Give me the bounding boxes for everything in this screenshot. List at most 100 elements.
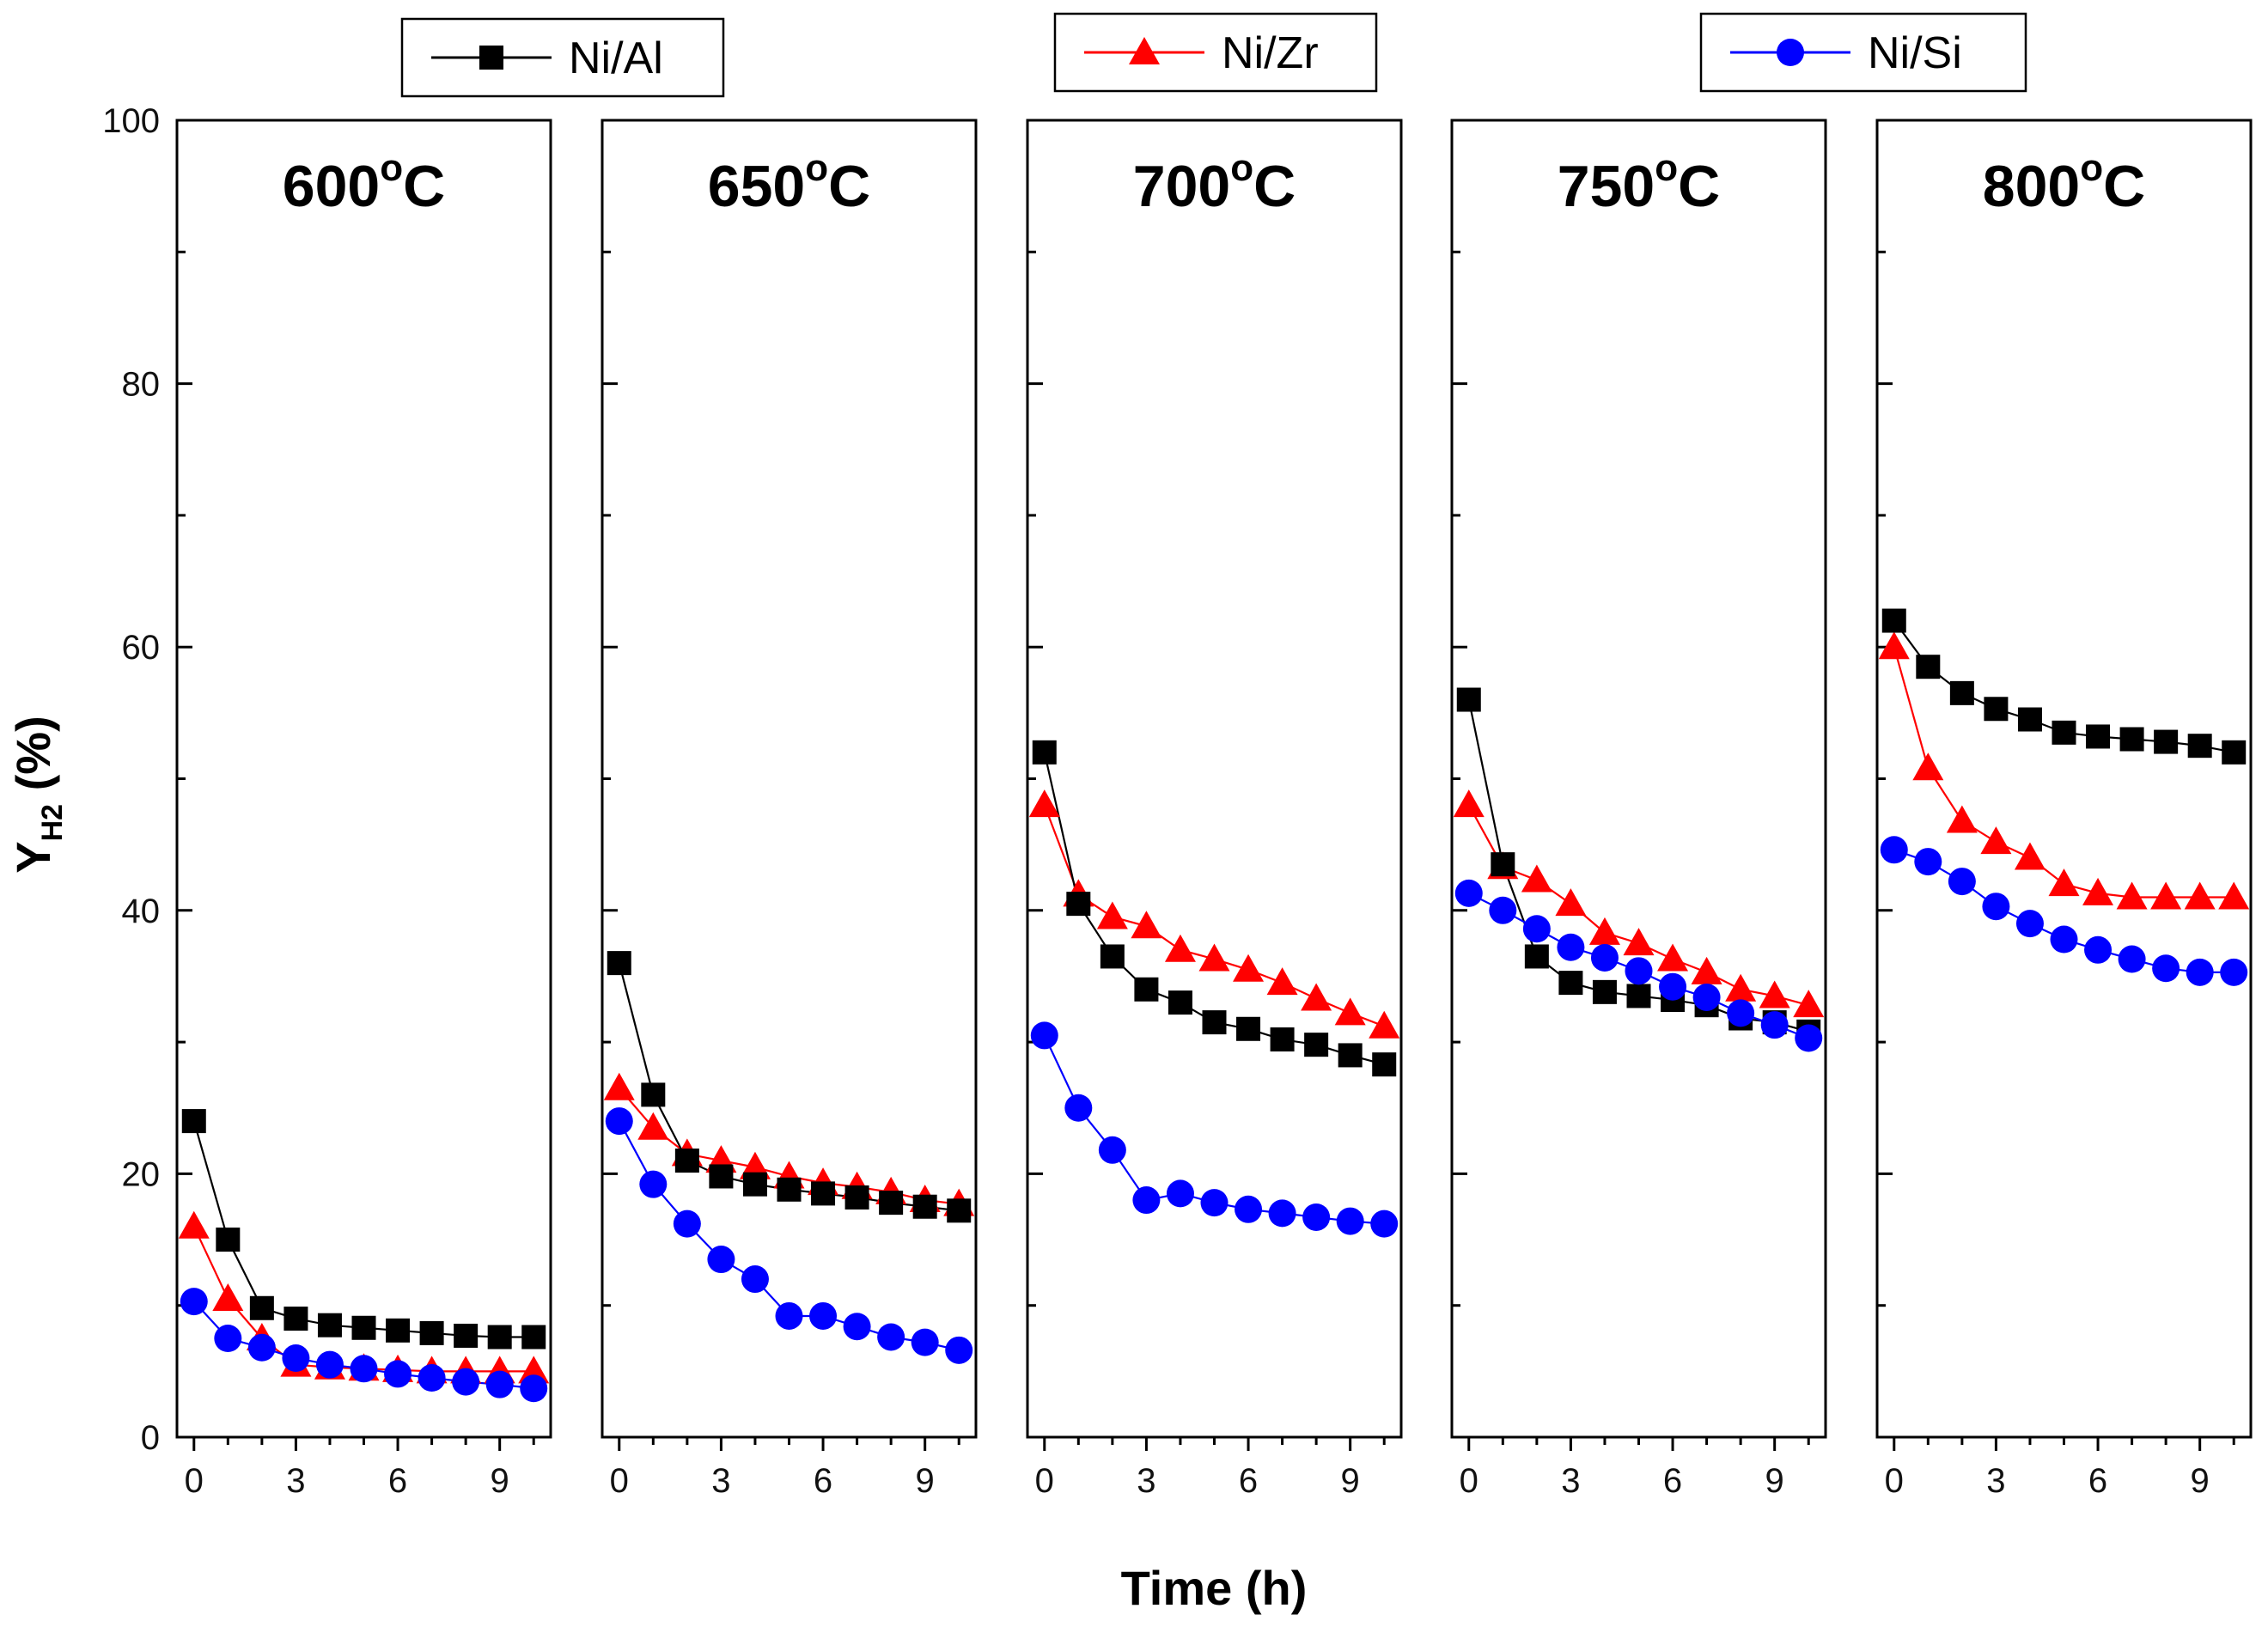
data-point-ni_al (1100, 944, 1125, 969)
panel-title-temp: 800 (1983, 154, 2080, 219)
data-point-ni_al (2052, 720, 2076, 745)
data-point-ni_zr (1878, 631, 1910, 660)
data-point-ni_zr (603, 1072, 635, 1100)
data-point-ni_si (1590, 943, 1619, 972)
data-point-ni_si (1268, 1199, 1296, 1228)
data-point-ni_si (1098, 1136, 1126, 1164)
data-point-ni_zr (1369, 1010, 1400, 1039)
data-point-ni_si (1166, 1179, 1194, 1208)
x-tick-label: 0 (1460, 1462, 1478, 1500)
data-point-ni_al (607, 951, 631, 976)
data-point-ni_al (1881, 608, 1906, 633)
data-point-ni_si (1659, 972, 1687, 1001)
data-point-ni_zr (2082, 877, 2114, 905)
data-point-ni_zr (2150, 881, 2182, 910)
data-point-ni_al (2154, 729, 2179, 754)
data-point-ni_si (452, 1368, 480, 1396)
data-point-ni_si (350, 1355, 378, 1383)
x-tick-label: 3 (711, 1462, 730, 1500)
legend: Ni/Al Ni/Zr Ni/Si (400, 12, 2027, 98)
x-tick-label: 6 (814, 1462, 832, 1500)
data-point-ni_si (2186, 958, 2214, 986)
data-point-ni_si (911, 1328, 939, 1356)
data-point-ni_si (1982, 893, 2010, 921)
x-tick-label: 3 (1137, 1462, 1155, 1500)
panel-title-temp: 650 (708, 154, 805, 219)
panel-title-degree: o (805, 147, 828, 189)
data-point-ni_si (1948, 868, 1976, 896)
data-point-ni_al (1949, 680, 1974, 705)
panel-title: 650oC (708, 147, 870, 219)
data-point-ni_si (1030, 1021, 1058, 1050)
data-point-ni_zr (178, 1210, 210, 1239)
data-point-ni_si (741, 1265, 769, 1294)
panel-600: 0 3 6 9 600oC (175, 119, 552, 1500)
panel-title-temp: 700 (1133, 154, 1230, 219)
data-point-ni_si (639, 1170, 668, 1198)
data-point-ni_zr (1301, 983, 1332, 1011)
data-point-ni_si (315, 1350, 344, 1379)
panel-title-unit: C (1253, 154, 1296, 219)
data-point-ni_al (1168, 990, 1192, 1015)
x-tick-label: 6 (1663, 1462, 1682, 1500)
data-point-ni_zr (2014, 842, 2045, 870)
legend-marker-triangle (1129, 37, 1160, 64)
data-point-ni_si (2152, 954, 2180, 983)
data-point-ni_al (844, 1185, 869, 1210)
legend-item-ni_zr: Ni/Zr (1053, 12, 1378, 93)
panel-700: 0 3 6 9 700oC (1026, 119, 1403, 1500)
data-point-ni_si (1557, 933, 1585, 961)
panel-title-degree: o (2080, 147, 2103, 189)
data-point-ni_zr (1657, 943, 1689, 972)
x-tick-label: 6 (2088, 1462, 2107, 1500)
panel-frame (601, 119, 978, 1439)
data-point-ni_al (2187, 734, 2212, 759)
data-point-ni_al (181, 1109, 206, 1134)
x-tick-label: 6 (388, 1462, 407, 1500)
data-point-ni_zr (1912, 753, 1944, 781)
data-point-ni_si (384, 1360, 412, 1388)
data-point-ni_zr (1198, 943, 1230, 972)
data-point-ni_si (418, 1364, 446, 1392)
x-tick-label: 9 (1341, 1462, 1360, 1500)
panel-title-degree: o (380, 147, 403, 189)
y-tick-label: 40 (122, 893, 161, 930)
legend-label: Ni/Si (1868, 28, 1962, 78)
data-point-ni_si (2084, 935, 2113, 964)
data-point-ni_al (454, 1323, 479, 1348)
data-point-ni_al (912, 1194, 937, 1219)
x-tick-label: 3 (286, 1462, 305, 1500)
data-point-ni_al (1236, 1016, 1261, 1041)
data-point-ni_al (284, 1307, 308, 1331)
data-point-ni_zr (1028, 789, 1060, 818)
data-point-ni_si (1370, 1210, 1399, 1238)
data-point-ni_al (1304, 1033, 1329, 1057)
data-point-ni_al (742, 1172, 767, 1197)
data-point-ni_si (1914, 848, 1942, 876)
panel-title: 600oC (283, 147, 445, 219)
y-axis-title: YH2 (%) (6, 716, 69, 873)
series-line-ni_zr (192, 1226, 534, 1373)
x-tick-label: 0 (610, 1462, 629, 1500)
data-point-ni_si (1064, 1094, 1093, 1122)
panel-title-unit: C (2103, 154, 2145, 219)
data-point-ni_si (1336, 1207, 1364, 1235)
data-point-ni_si (180, 1288, 208, 1316)
panel-title: 700oC (1133, 147, 1296, 219)
data-point-ni_zr (212, 1283, 244, 1312)
data-point-ni_zr (1233, 954, 1265, 982)
x-tick-label: 0 (185, 1462, 204, 1500)
x-tick-label: 9 (1765, 1462, 1784, 1500)
data-point-ni_zr (1759, 980, 1790, 1008)
data-point-ni_si (1880, 836, 1908, 864)
data-point-ni_si (877, 1323, 905, 1351)
panel-title-degree: o (1655, 147, 1678, 189)
data-point-ni_zr (1946, 805, 1978, 833)
data-point-ni_si (2118, 945, 2146, 973)
legend-marker-square (479, 46, 503, 70)
data-point-ni_al (1916, 655, 1941, 679)
data-point-ni_zr (1555, 888, 1587, 917)
panel-title-degree: o (1230, 147, 1253, 189)
data-point-ni_zr (2116, 881, 2148, 910)
panel-title: 800oC (1983, 147, 2145, 219)
